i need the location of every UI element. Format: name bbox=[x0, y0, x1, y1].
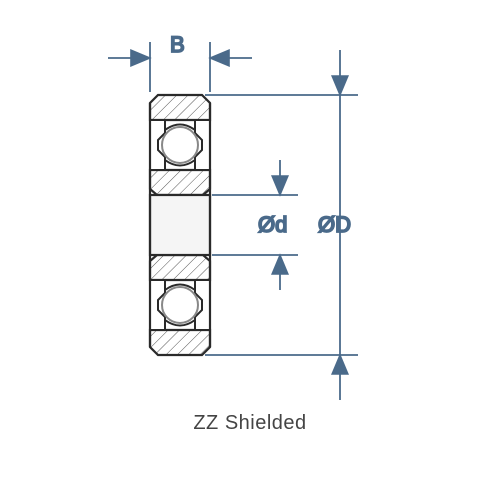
dimension-B: B bbox=[108, 32, 252, 92]
diagram-caption: ZZ Shielded bbox=[0, 412, 500, 435]
dimension-d: Ød bbox=[212, 160, 298, 290]
label-d: Ød bbox=[258, 212, 287, 237]
bearing-body bbox=[150, 95, 210, 355]
label-B: B bbox=[170, 32, 185, 57]
label-D: ØD bbox=[318, 212, 351, 237]
